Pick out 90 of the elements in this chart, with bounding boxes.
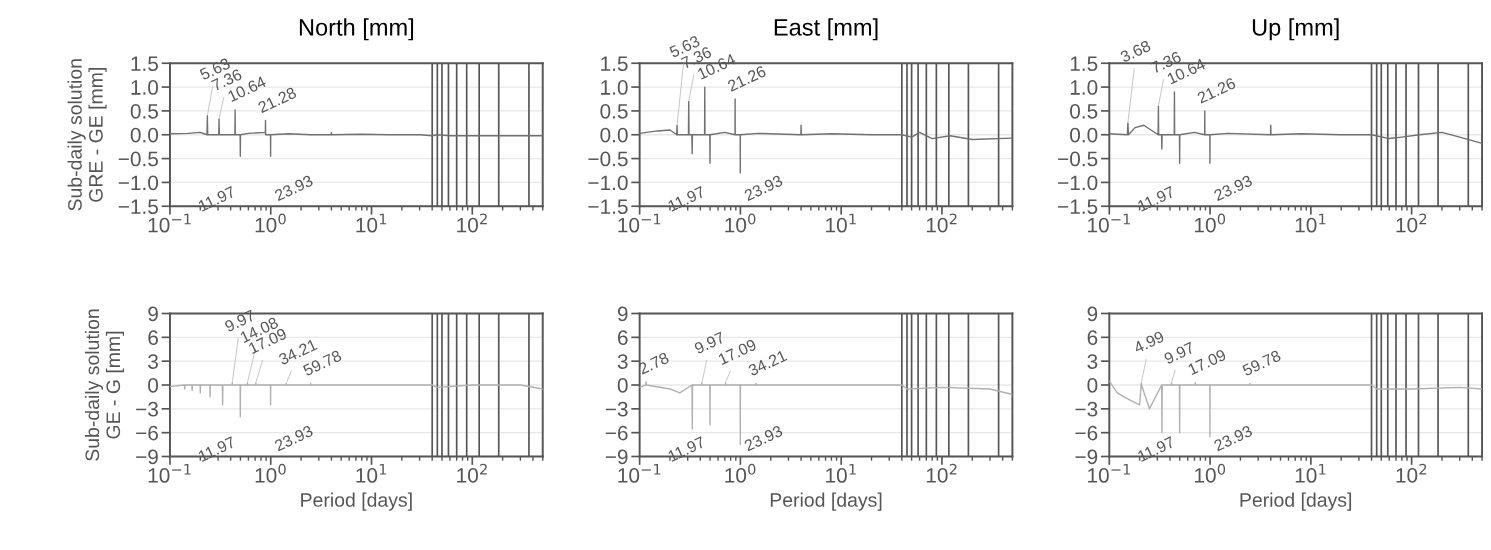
annotation: 11.97 (667, 436, 706, 462)
y-tick-label: −1.5 (1058, 199, 1098, 214)
annotation: 11.97 (667, 185, 706, 212)
annotation: 59.78 (1241, 349, 1282, 377)
annotation: 23.93 (273, 424, 314, 452)
chart-title: Up [mm] (1252, 18, 1339, 41)
y-tick-label: −0.5 (118, 151, 158, 167)
x-tick-label: 10$^{1}$ (826, 213, 856, 233)
y-tick-label: 9 (617, 306, 628, 322)
y-tick-label: −3 (136, 401, 158, 417)
y-tick-label: 9 (1087, 306, 1098, 322)
y-tick-label: −0.5 (1058, 151, 1098, 167)
x-tick-label: 10$^{−1}$ (148, 213, 191, 233)
x-tick-label: 10$^{1}$ (356, 213, 387, 233)
x-tick-label: 10$^{0}$ (1195, 463, 1226, 483)
y-tick-label: −3 (1075, 401, 1098, 417)
x-tick-label: 10$^{0}$ (1195, 213, 1226, 233)
y-tick-label: 0 (148, 378, 159, 393)
x-tick-label: 10$^{−1}$ (618, 463, 661, 483)
y-tick-label: 0.5 (600, 103, 628, 119)
annotation: 23.93 (743, 424, 784, 452)
y-tick-label: −9 (1075, 449, 1098, 465)
y-tick-label: 1.5 (131, 56, 158, 71)
y-tick-label: 0.0 (600, 127, 628, 143)
y-tick-label: 0 (617, 378, 628, 393)
annotation: 23.93 (1213, 424, 1253, 452)
x-axis-title: Period [days] (770, 492, 882, 511)
y-tick-label: −1.0 (588, 175, 628, 191)
y-tick-label: 6 (618, 330, 628, 346)
y-tick-label: 1.5 (1070, 56, 1098, 71)
annotation: 4.99 (1132, 330, 1165, 354)
x-tick-label: 10$^{−1}$ (1088, 213, 1131, 233)
annotation: 11.97 (197, 436, 236, 462)
y-axis-title: Sub-daily solution GE - G [mm] (84, 309, 124, 461)
annotation: 11.97 (1137, 436, 1176, 462)
annotation: 23.93 (1213, 174, 1253, 202)
x-axis-title: Period [days] (1240, 492, 1352, 511)
annotation: 23.93 (743, 174, 784, 202)
x-tick-label: 10$^{0}$ (725, 213, 756, 233)
x-tick-label: 10$^{1}$ (1295, 463, 1326, 483)
x-axis-title: Period [days] (301, 492, 412, 511)
chart-title: East [mm] (774, 18, 878, 41)
y-tick-label: 0 (1087, 378, 1098, 393)
chart-title: North [mm] (299, 18, 414, 41)
x-tick-label: 10$^{2}$ (457, 463, 487, 483)
y-tick-label: 6 (1087, 330, 1098, 346)
y-tick-label: 1.5 (601, 56, 628, 71)
y-tick-label: −3 (605, 401, 628, 417)
y-tick-label: 0.0 (1070, 127, 1098, 143)
x-tick-label: 10$^{2}$ (926, 213, 957, 233)
x-tick-label: 10$^{2}$ (457, 213, 487, 233)
y-tick-label: 0.0 (130, 127, 159, 143)
y-tick-label: −1.5 (118, 199, 158, 214)
y-tick-label: 1.0 (601, 80, 628, 95)
annotation: 3.68 (1119, 39, 1152, 63)
x-tick-label: 10$^{2}$ (926, 463, 957, 483)
y-tick-label: 3 (617, 354, 628, 369)
y-tick-label: 1.0 (1070, 80, 1098, 95)
x-tick-label: 10$^{−1}$ (618, 213, 661, 233)
annotation: 23.93 (273, 174, 314, 202)
x-tick-label: 10$^{2}$ (1396, 213, 1427, 233)
x-tick-label: 10$^{0}$ (255, 213, 286, 233)
annotation: 11.97 (197, 185, 236, 212)
y-tick-label: −0.5 (588, 151, 628, 167)
y-tick-label: 0.5 (1070, 103, 1098, 119)
annotation: 11.97 (1137, 185, 1176, 212)
x-tick-label: 10$^{1}$ (356, 463, 387, 483)
y-tick-label: 3 (1087, 354, 1098, 369)
x-tick-label: 10$^{0}$ (725, 463, 756, 483)
y-tick-label: 6 (148, 330, 158, 346)
y-tick-label: −6 (136, 425, 158, 441)
y-tick-label: −1.0 (1058, 175, 1098, 191)
x-tick-label: 10$^{1}$ (1295, 213, 1326, 233)
y-tick-label: −6 (1075, 425, 1098, 441)
y-tick-label: −1.0 (118, 175, 159, 191)
y-tick-label: −9 (136, 449, 158, 465)
y-tick-label: −1.5 (588, 199, 628, 214)
x-tick-label: 10$^{−1}$ (148, 463, 191, 483)
x-tick-label: 10$^{2}$ (1396, 463, 1427, 483)
y-tick-label: −9 (605, 449, 628, 465)
y-tick-label: 1.0 (131, 80, 159, 95)
y-tick-label: 0.5 (130, 103, 158, 119)
y-tick-label: 3 (148, 354, 158, 369)
x-tick-label: 10$^{0}$ (255, 463, 286, 483)
x-tick-label: 10$^{−1}$ (1088, 463, 1131, 483)
annotation: 2.78 (637, 351, 670, 375)
y-tick-label: −6 (605, 425, 628, 441)
y-tick-label: 9 (148, 306, 158, 322)
x-tick-label: 10$^{1}$ (826, 463, 856, 483)
y-axis-title: Sub-daily solution GRE - GE [mm] (67, 59, 107, 211)
